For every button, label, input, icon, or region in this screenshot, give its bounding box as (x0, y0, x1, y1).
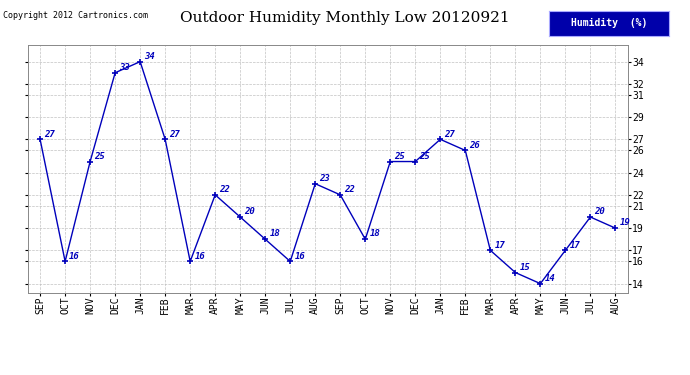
Text: 16: 16 (69, 252, 80, 261)
Text: 34: 34 (144, 52, 155, 61)
Text: 25: 25 (420, 152, 430, 161)
Text: 25: 25 (395, 152, 405, 161)
Text: 22: 22 (344, 185, 355, 194)
Text: 16: 16 (195, 252, 205, 261)
Text: 18: 18 (369, 230, 380, 238)
Text: Copyright 2012 Cartronics.com: Copyright 2012 Cartronics.com (3, 11, 148, 20)
Text: 19: 19 (620, 218, 630, 227)
Text: Humidity  (%): Humidity (%) (571, 18, 647, 28)
Text: 23: 23 (319, 174, 330, 183)
Text: 22: 22 (219, 185, 230, 194)
Text: 20: 20 (244, 207, 255, 216)
Text: 14: 14 (544, 274, 555, 283)
Text: 33: 33 (119, 63, 130, 72)
Text: 20: 20 (595, 207, 605, 216)
Text: 15: 15 (520, 263, 530, 272)
Text: 18: 18 (269, 230, 280, 238)
Text: 27: 27 (169, 129, 180, 138)
Text: Outdoor Humidity Monthly Low 20120921: Outdoor Humidity Monthly Low 20120921 (180, 11, 510, 25)
Text: 25: 25 (95, 152, 105, 161)
Text: 17: 17 (495, 240, 505, 249)
Text: 26: 26 (469, 141, 480, 150)
Text: 27: 27 (444, 129, 455, 138)
Text: 27: 27 (44, 129, 55, 138)
Text: 17: 17 (569, 240, 580, 249)
Text: 16: 16 (295, 252, 305, 261)
